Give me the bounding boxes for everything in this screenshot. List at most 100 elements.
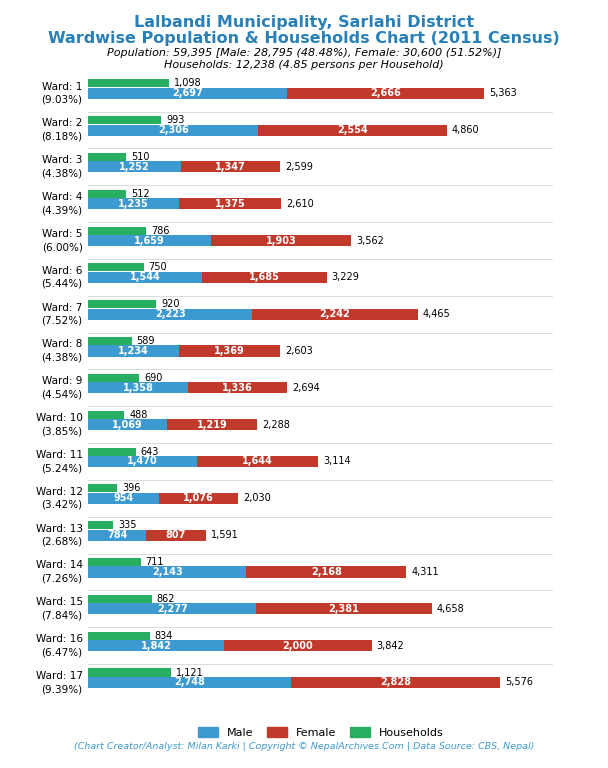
Text: 2,697: 2,697 bbox=[172, 88, 203, 98]
Text: 807: 807 bbox=[165, 530, 186, 540]
Bar bbox=[88, 485, 117, 492]
Bar bbox=[88, 677, 291, 688]
Bar bbox=[196, 456, 318, 467]
Text: 2,030: 2,030 bbox=[243, 493, 271, 503]
Bar bbox=[88, 448, 136, 455]
Bar bbox=[88, 190, 126, 198]
Text: 1,098: 1,098 bbox=[174, 78, 202, 88]
Bar bbox=[88, 346, 179, 356]
Bar bbox=[88, 309, 252, 319]
Text: 2,288: 2,288 bbox=[262, 419, 290, 429]
Text: 2,306: 2,306 bbox=[158, 125, 188, 135]
Text: 512: 512 bbox=[131, 189, 150, 199]
Bar bbox=[88, 640, 224, 651]
Text: 396: 396 bbox=[122, 483, 140, 493]
Text: 1,659: 1,659 bbox=[134, 236, 165, 246]
Text: 2,599: 2,599 bbox=[285, 162, 313, 172]
Bar bbox=[88, 79, 169, 88]
Text: 3,229: 3,229 bbox=[331, 273, 359, 283]
Bar bbox=[181, 161, 280, 172]
Text: 1,470: 1,470 bbox=[127, 456, 158, 466]
Text: 1,069: 1,069 bbox=[112, 419, 143, 429]
Text: 1,121: 1,121 bbox=[176, 667, 204, 677]
Text: 1,234: 1,234 bbox=[119, 346, 149, 356]
Text: 2,666: 2,666 bbox=[370, 88, 401, 98]
Bar bbox=[88, 530, 146, 541]
Bar bbox=[88, 116, 162, 124]
Bar bbox=[210, 235, 351, 246]
Bar bbox=[256, 604, 432, 614]
Text: 335: 335 bbox=[118, 520, 136, 530]
Bar bbox=[88, 558, 140, 566]
Text: 510: 510 bbox=[131, 152, 149, 162]
Text: 3,842: 3,842 bbox=[377, 641, 404, 650]
Text: 4,658: 4,658 bbox=[437, 604, 465, 614]
Text: 1,235: 1,235 bbox=[119, 199, 149, 209]
Bar bbox=[188, 382, 287, 393]
Bar bbox=[88, 263, 143, 271]
Bar bbox=[179, 198, 281, 209]
Bar bbox=[88, 300, 156, 308]
Text: 2,168: 2,168 bbox=[311, 567, 342, 577]
Text: 2,694: 2,694 bbox=[292, 382, 320, 393]
Text: 4,311: 4,311 bbox=[412, 567, 439, 577]
Text: 2,143: 2,143 bbox=[152, 567, 182, 577]
Text: 2,277: 2,277 bbox=[157, 604, 188, 614]
Text: 2,381: 2,381 bbox=[329, 604, 359, 614]
Text: 1,076: 1,076 bbox=[183, 493, 213, 503]
Text: 5,363: 5,363 bbox=[489, 88, 517, 98]
Bar bbox=[88, 419, 167, 430]
Text: 3,114: 3,114 bbox=[323, 456, 351, 466]
Text: 2,554: 2,554 bbox=[337, 125, 368, 135]
Text: Population: 59,395 [Male: 28,795 (48.48%), Female: 30,600 (51.52%)]: Population: 59,395 [Male: 28,795 (48.48%… bbox=[107, 48, 501, 58]
Bar bbox=[88, 456, 196, 467]
Text: Lalbandi Municipality, Sarlahi District: Lalbandi Municipality, Sarlahi District bbox=[134, 15, 474, 31]
Bar bbox=[88, 124, 258, 136]
Text: 993: 993 bbox=[167, 115, 185, 125]
Text: 643: 643 bbox=[140, 446, 159, 456]
Text: 920: 920 bbox=[161, 300, 179, 310]
Text: 786: 786 bbox=[151, 226, 170, 236]
Text: 2,610: 2,610 bbox=[286, 199, 314, 209]
Bar bbox=[252, 309, 418, 319]
Bar bbox=[88, 88, 287, 99]
Bar bbox=[179, 346, 280, 356]
Bar bbox=[88, 272, 202, 283]
Text: 1,358: 1,358 bbox=[123, 382, 154, 393]
Bar bbox=[202, 272, 326, 283]
Bar bbox=[88, 153, 126, 161]
Text: 862: 862 bbox=[157, 594, 175, 604]
Text: 2,748: 2,748 bbox=[174, 677, 205, 687]
Text: 1,252: 1,252 bbox=[119, 162, 150, 172]
Bar bbox=[146, 530, 206, 541]
Bar bbox=[88, 567, 246, 578]
Bar bbox=[88, 631, 150, 640]
Text: 1,591: 1,591 bbox=[210, 530, 238, 540]
Bar bbox=[291, 677, 500, 688]
Text: 954: 954 bbox=[113, 493, 134, 503]
Text: 589: 589 bbox=[137, 336, 155, 346]
Text: Wardwise Population & Households Chart (2011 Census): Wardwise Population & Households Chart (… bbox=[48, 31, 560, 46]
Bar bbox=[88, 337, 132, 345]
Text: 750: 750 bbox=[148, 263, 167, 273]
Text: 1,903: 1,903 bbox=[266, 236, 296, 246]
Bar bbox=[88, 161, 181, 172]
Text: (Chart Creator/Analyst: Milan Karki | Copyright © NepalArchives.Com | Data Sourc: (Chart Creator/Analyst: Milan Karki | Co… bbox=[74, 742, 534, 751]
Bar bbox=[88, 235, 210, 246]
Bar bbox=[246, 567, 406, 578]
Text: 1,347: 1,347 bbox=[215, 162, 246, 172]
Text: 1,544: 1,544 bbox=[130, 273, 161, 283]
Text: 834: 834 bbox=[154, 631, 173, 641]
Text: Households: 12,238 (4.85 persons per Household): Households: 12,238 (4.85 persons per Hou… bbox=[164, 60, 444, 70]
Text: 711: 711 bbox=[145, 557, 164, 567]
Text: 2,223: 2,223 bbox=[155, 310, 185, 319]
Bar bbox=[258, 124, 447, 136]
Text: 4,465: 4,465 bbox=[423, 310, 451, 319]
Text: 1,375: 1,375 bbox=[215, 199, 246, 209]
Text: 1,336: 1,336 bbox=[223, 382, 253, 393]
Bar bbox=[88, 227, 146, 235]
Text: 488: 488 bbox=[129, 409, 148, 420]
Text: 1,369: 1,369 bbox=[215, 346, 245, 356]
Bar bbox=[88, 374, 139, 382]
Text: 784: 784 bbox=[107, 530, 127, 540]
